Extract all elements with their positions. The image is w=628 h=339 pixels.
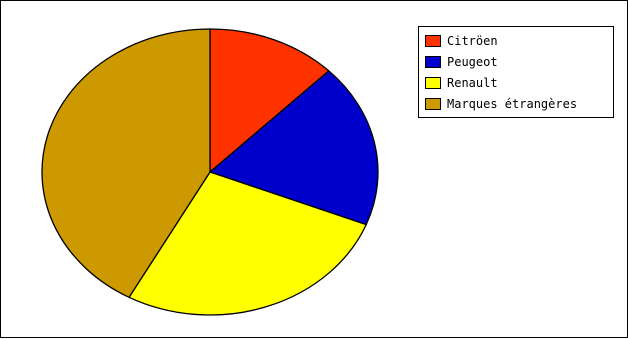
legend: Citröen Peugeot Renault Marques étrangèr… bbox=[418, 26, 614, 118]
legend-item-peugeot: Peugeot bbox=[425, 51, 609, 72]
legend-item-citroen: Citröen bbox=[425, 30, 609, 51]
legend-label-renault: Renault bbox=[447, 75, 498, 90]
pie-slices bbox=[41, 28, 379, 316]
legend-swatch-citroen bbox=[425, 34, 441, 47]
legend-label-marques-etrangeres: Marques étrangères bbox=[447, 96, 578, 111]
pie-slice-marques-etrangeres bbox=[41, 28, 211, 298]
legend-label-citroen: Citröen bbox=[447, 33, 498, 48]
legend-label-peugeot: Peugeot bbox=[447, 54, 498, 69]
pie-slice-peugeot bbox=[209, 70, 379, 226]
pie-slice-citroen bbox=[209, 28, 330, 173]
legend-swatch-peugeot bbox=[425, 55, 441, 68]
legend-item-renault: Renault bbox=[425, 72, 609, 93]
legend-item-marques-etrangeres: Marques étrangères bbox=[425, 93, 609, 114]
legend-swatch-renault bbox=[425, 76, 441, 89]
legend-swatch-marques-etrangeres bbox=[425, 97, 441, 110]
pie-slice-renault bbox=[128, 171, 367, 316]
